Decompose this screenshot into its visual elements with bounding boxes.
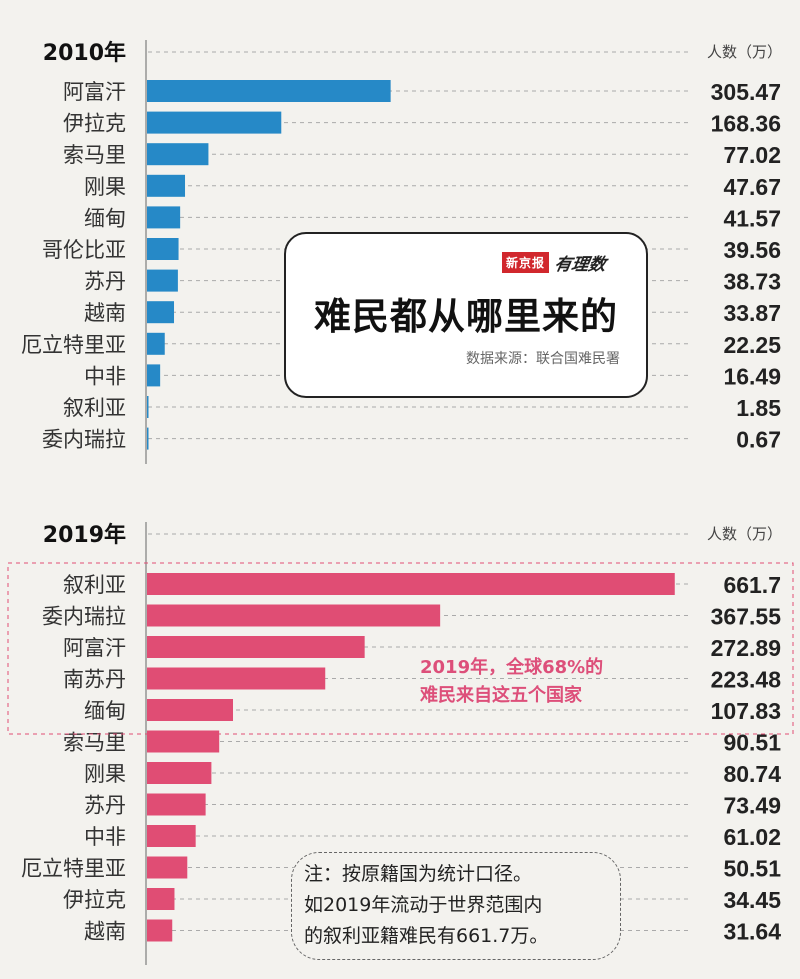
category-label-10: 叙利亚	[63, 396, 126, 420]
value-label-9: 16.49	[723, 363, 781, 389]
bar-11	[147, 427, 149, 450]
data-source: 数据来源：联合国难民署	[466, 351, 620, 367]
value-label-9: 50.51	[723, 856, 781, 882]
category-label-11: 越南	[84, 920, 126, 944]
category-label-7: 越南	[84, 301, 126, 325]
bar-6	[147, 269, 178, 292]
category-label-5: 哥伦比亚	[42, 238, 126, 262]
category-label-8: 厄立特里亚	[21, 333, 126, 357]
note-line-3: 的叙利亚籍难民有661.7万。	[304, 925, 549, 947]
note-line-1: 注：按原籍国为统计口径。	[304, 863, 533, 885]
bar-3	[147, 667, 326, 690]
category-label-2: 阿富汗	[63, 636, 126, 660]
highlight-annotation: 2019年，全球68%的 难民来自这五个国家	[420, 654, 603, 710]
value-label-11: 0.67	[736, 427, 781, 453]
value-label-4: 107.83	[711, 698, 781, 724]
brand-logo: 新京报 有理数	[501, 250, 608, 275]
value-label-3: 223.48	[711, 667, 782, 693]
value-label-10: 34.45	[723, 887, 781, 913]
value-label-0: 305.47	[711, 79, 781, 105]
category-label-2: 索马里	[63, 143, 126, 167]
category-label-9: 厄立特里亚	[21, 857, 126, 881]
category-label-6: 苏丹	[84, 270, 126, 294]
info-title: 难民都从哪里来的	[314, 295, 618, 338]
value-label-6: 38.73	[723, 269, 781, 295]
bar-8	[147, 825, 196, 847]
value-label-7: 73.49	[723, 793, 781, 819]
bar-3	[147, 174, 186, 197]
value-label-5: 90.51	[723, 730, 781, 756]
bar-5	[147, 238, 179, 260]
unit-label: 人数（万）	[707, 525, 782, 543]
category-label-0: 阿富汗	[63, 80, 126, 104]
bar-0	[147, 573, 675, 595]
value-label-4: 41.57	[723, 205, 781, 231]
bar-10	[147, 396, 149, 418]
chart-title: 2019年	[43, 522, 126, 548]
bar-2	[147, 143, 209, 166]
bar-7	[147, 793, 206, 816]
bar-2	[147, 636, 365, 658]
top-five-highlight-box	[7, 562, 794, 735]
brand-red-label: 新京报	[501, 252, 549, 273]
category-label-7: 苏丹	[84, 794, 126, 818]
category-label-0: 叙利亚	[63, 573, 126, 597]
bar-1	[147, 111, 282, 134]
note-line-2: 如2019年流动于世界范围内	[304, 894, 543, 916]
bar-11	[147, 919, 173, 942]
chart-2010: 2010年 人数（万） 阿富汗 305.47 伊拉克 168.36 索马里 77.02 刚果 47…	[21, 40, 782, 464]
category-label-6: 刚果	[84, 762, 126, 786]
bar-10	[147, 888, 175, 910]
value-label-11: 31.64	[723, 919, 781, 945]
value-label-3: 47.67	[723, 174, 781, 200]
value-label-5: 39.56	[723, 237, 781, 263]
highlight-line-1: 2019年，全球68%的	[420, 657, 604, 678]
value-label-1: 367.55	[711, 604, 782, 630]
category-label-3: 刚果	[84, 175, 126, 199]
category-label-8: 中非	[84, 825, 126, 849]
note-box: 注：按原籍国为统计口径。 如2019年流动于世界范围内 的叙利亚籍难民有661.…	[291, 852, 621, 960]
bar-6	[147, 762, 212, 784]
value-label-8: 22.25	[723, 332, 781, 358]
value-label-2: 272.89	[711, 635, 781, 661]
category-label-10: 伊拉克	[63, 888, 126, 912]
value-label-10: 1.85	[736, 395, 781, 421]
value-label-0: 661.7	[723, 572, 781, 598]
category-label-9: 中非	[84, 364, 126, 388]
chart-title: 2010年	[43, 40, 126, 66]
bar-4	[147, 699, 234, 721]
value-label-2: 77.02	[723, 142, 781, 168]
bar-0	[147, 80, 391, 102]
unit-label: 人数（万）	[707, 43, 782, 61]
chart-2019: 2019年 人数（万） 叙利亚 661.7 委内瑞拉 367.55 阿富汗 272.89 南苏丹…	[7, 522, 794, 965]
category-label-1: 伊拉克	[63, 112, 126, 136]
category-label-4: 缅甸	[84, 699, 126, 723]
category-label-1: 委内瑞拉	[42, 605, 126, 629]
value-label-6: 80.74	[723, 761, 781, 787]
brand-script-label: 有理数	[552, 255, 608, 275]
info-box: 新京报 有理数 难民都从哪里来的 数据来源：联合国难民署	[284, 232, 648, 398]
highlight-line-2: 难民来自这五个国家	[420, 685, 582, 706]
bar-1	[147, 604, 441, 627]
value-label-8: 61.02	[723, 824, 781, 850]
category-label-4: 缅甸	[84, 206, 126, 230]
bar-8	[147, 332, 165, 355]
value-label-1: 168.36	[711, 111, 781, 137]
bar-5	[147, 730, 220, 753]
category-label-3: 南苏丹	[63, 668, 126, 692]
bar-7	[147, 301, 175, 324]
bar-9	[147, 364, 161, 387]
value-label-7: 33.87	[723, 300, 781, 326]
bar-9	[147, 856, 188, 879]
bar-4	[147, 206, 181, 229]
category-label-11: 委内瑞拉	[42, 428, 126, 452]
